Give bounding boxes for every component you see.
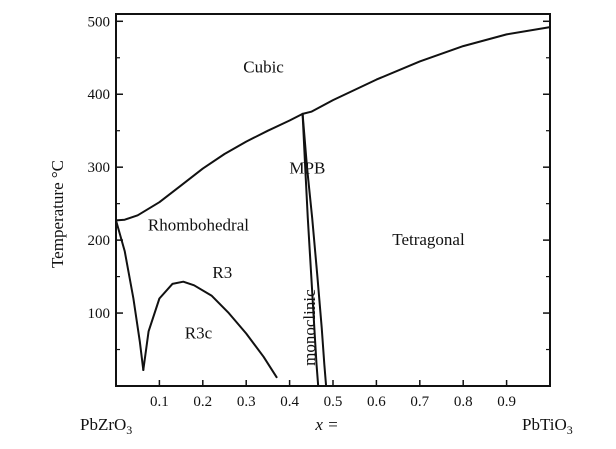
- x-left-end-subscript: 3: [126, 423, 132, 437]
- cubic-boundary: [115, 26, 551, 222]
- phase-boundaries: [115, 26, 551, 387]
- x-tick-label: 0.1: [150, 394, 169, 410]
- x-tick-label: 0.5: [324, 394, 343, 410]
- x-right-end-label: PbTiO3: [522, 415, 573, 437]
- x-tick-label: 0.6: [367, 394, 386, 410]
- x-tick-label: 0.2: [193, 394, 212, 410]
- y-tick-label: 200: [88, 233, 111, 249]
- x-tick-label: 0.9: [497, 394, 516, 410]
- x-tick-label: 0.7: [410, 394, 429, 410]
- x-axis-title: x =: [314, 415, 338, 434]
- tetragonal-label: Tetragonal: [392, 230, 465, 249]
- cubic-label: Cubic: [243, 57, 284, 76]
- plot-frame: [115, 13, 551, 387]
- monoclinic-label: monoclinic: [300, 289, 319, 366]
- mpb-right: [301, 112, 328, 387]
- r3c-label: R3c: [185, 324, 213, 343]
- x-tick-label: 0.4: [280, 394, 299, 410]
- region-labels: Cubic Rhombohedral R3 R3c MPB Tetragonal monoc…: [148, 57, 465, 365]
- axis-ticks: 100 200 300 400 500 0.1 0.2 0.3 0.4 0.5 0.6 0.7 0.8 0…: [88, 14, 550, 410]
- x-tick-label: 0.8: [454, 394, 473, 410]
- y-tick-label: 300: [88, 160, 111, 176]
- x-left-end-formula: PbZrO: [80, 415, 126, 434]
- y-tick-label: 100: [88, 306, 111, 322]
- mpb-left: [301, 112, 320, 387]
- y-tick-label: 400: [88, 87, 111, 103]
- y-axis-title: Temperature °C: [48, 160, 67, 268]
- antiferroelectric-boundary: [115, 219, 145, 371]
- r3-r3c-boundary: [142, 280, 278, 379]
- x-right-end-formula: PbTiO: [522, 415, 567, 434]
- rhombohedral-label: Rhombohedral: [148, 216, 249, 235]
- mpb-label: MPB: [289, 159, 325, 178]
- r3-label: R3: [212, 263, 232, 282]
- y-tick-label: 500: [88, 14, 111, 30]
- x-tick-label: 0.3: [237, 394, 256, 410]
- x-right-end-subscript: 3: [567, 423, 573, 437]
- x-left-end-label: PbZrO3: [80, 415, 132, 437]
